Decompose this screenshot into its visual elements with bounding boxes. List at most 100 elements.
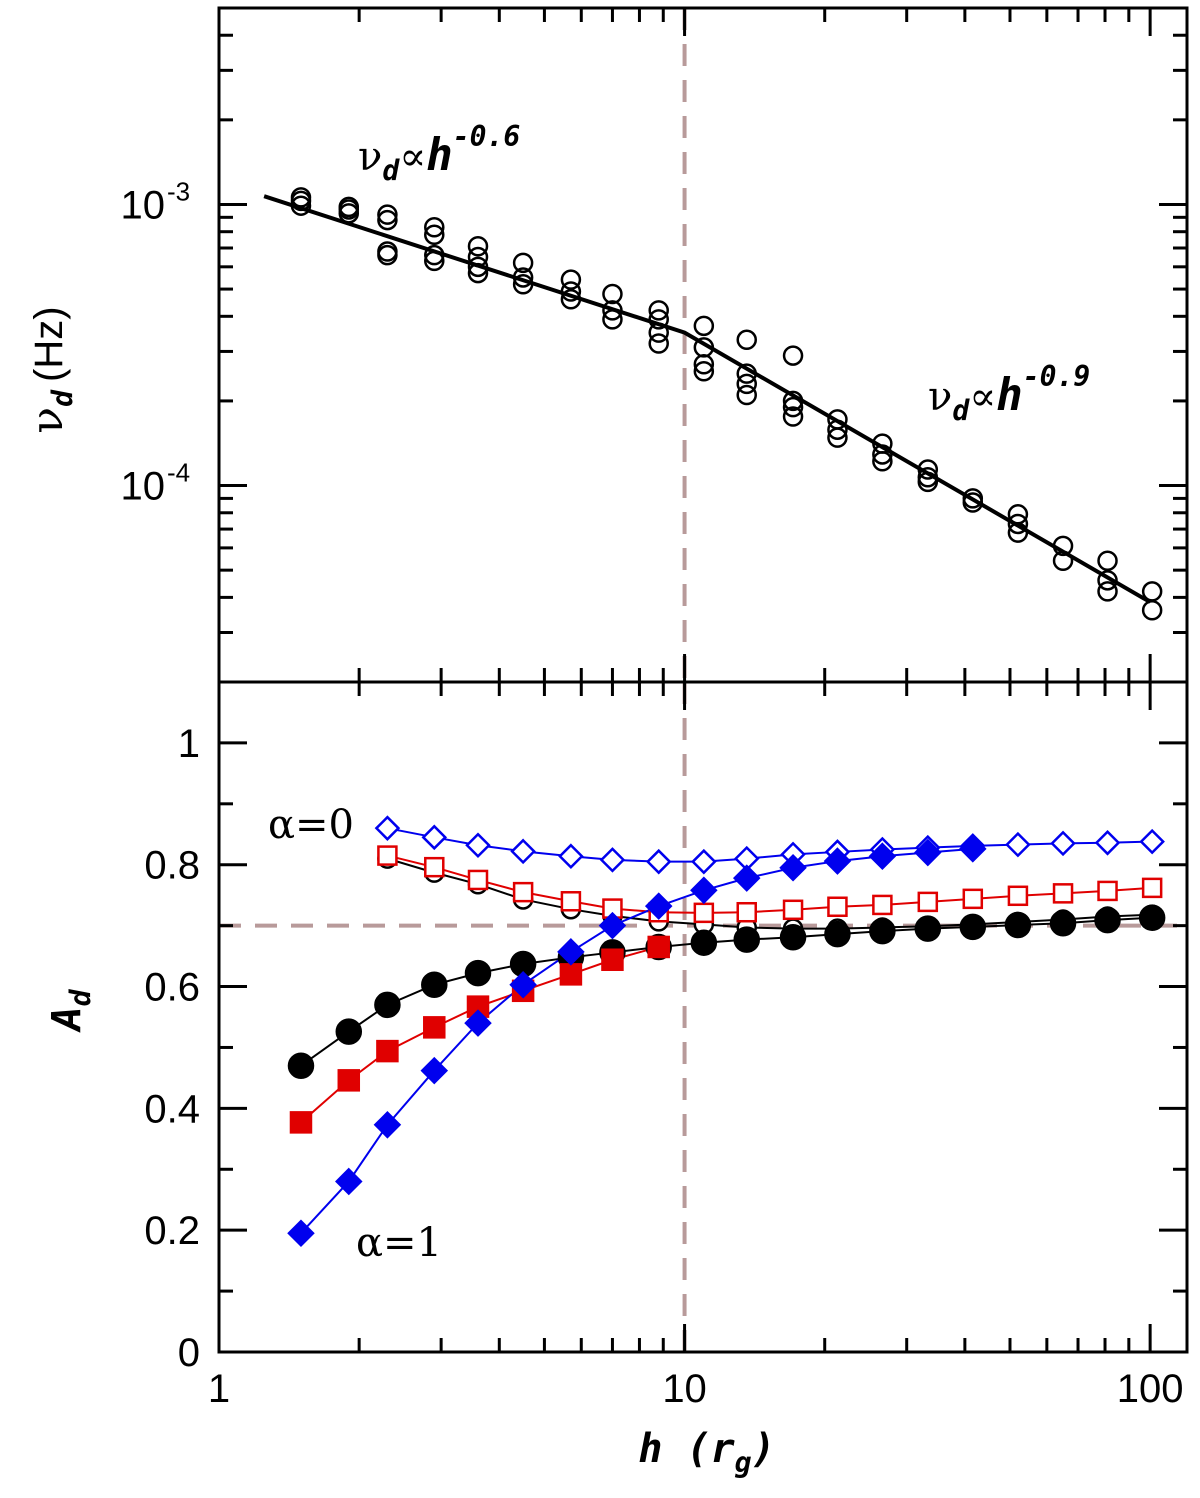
top-y-label-symbol: ν: [22, 407, 73, 434]
series-square-marker: [601, 948, 624, 971]
break-frequency-point: [467, 246, 489, 268]
bottom-y-tick-label: 0: [178, 1331, 200, 1375]
series-square-marker: [560, 891, 582, 912]
slope-low-h: h: [426, 130, 453, 181]
break-frequency-point: [648, 333, 669, 354]
series-diamond-marker: [1094, 830, 1121, 856]
series-square-marker: [467, 869, 489, 891]
slope-high-nu: ν: [928, 374, 952, 420]
x-label-close-paren: ): [752, 1426, 776, 1472]
x-tick-label: 1: [208, 1367, 230, 1411]
series-square-marker: [782, 899, 804, 921]
slope-annotation-high: νd∝h-0.9: [928, 360, 1090, 427]
series-square-marker: [1141, 877, 1163, 899]
alpha0-label: α=0: [268, 802, 354, 848]
break-frequency-point: [467, 236, 489, 257]
series-diamond-marker: [868, 842, 897, 870]
series-circle-marker: [421, 971, 448, 998]
series-circle-marker: [869, 917, 896, 945]
bottom-y-axis-label: Ad: [44, 988, 97, 1033]
series-square-marker: [1007, 885, 1029, 907]
series-diamond-marker: [374, 815, 401, 841]
series-diamond-marker: [421, 824, 448, 851]
series-diamond-marker: [373, 1111, 402, 1139]
break-frequency-point: [467, 256, 489, 278]
break-frequency-point: [602, 300, 623, 321]
slope-low-sub: d: [382, 154, 400, 187]
slope-high-h: h: [996, 370, 1023, 421]
series-circle-marker: [1049, 909, 1077, 937]
series-square-marker: [962, 888, 984, 910]
series-square-marker: [377, 845, 398, 866]
break-frequency-point: [560, 269, 582, 290]
break-frequency-point: [827, 419, 848, 440]
bottom-y-tick-label: 0.8: [144, 844, 200, 888]
series-square-marker: [337, 1069, 361, 1092]
x-tick-label: 100: [1117, 1367, 1184, 1411]
x-label-r: r: [711, 1426, 735, 1472]
series-square-marker: [423, 1016, 446, 1039]
bottom-y-tick-label: 1: [178, 722, 200, 766]
break-frequency-point: [872, 451, 893, 472]
series-diamond-marker: [335, 1167, 363, 1196]
break-frequency-point: [424, 216, 445, 238]
break-frequency-point: [1141, 599, 1163, 621]
top-y-tick-label: 10: [121, 183, 166, 227]
series-diamond-marker: [823, 847, 852, 875]
series-diamond-marker: [557, 938, 585, 966]
break-frequency-point: [736, 384, 757, 406]
series-circle-marker: [690, 929, 718, 956]
bottom-y-tick-label: 0.4: [144, 1087, 200, 1131]
x-axis-label: h (rg): [638, 1426, 775, 1479]
series-square-marker: [512, 881, 534, 903]
break-frequency-point: [827, 427, 848, 448]
break-frequency-point: [377, 244, 398, 266]
break-frequency-point: [1007, 522, 1029, 543]
break-frequency-point: [736, 363, 757, 384]
break-frequency-point: [1052, 550, 1074, 572]
series-diamond-marker: [691, 848, 717, 875]
series-square-marker: [1052, 883, 1074, 904]
series-square-marker: [736, 901, 757, 923]
break-frequency-point: [1097, 570, 1118, 591]
slope-high-exp: -0.9: [1023, 360, 1090, 393]
x-label-open-paren: (: [686, 1426, 710, 1472]
series-diamond-marker: [465, 832, 491, 859]
series-diamond-marker: [690, 876, 718, 905]
break-frequency-point: [872, 444, 893, 465]
series-circle-marker: [824, 920, 851, 948]
series-diamond-marker: [287, 1219, 315, 1247]
series-diamond-marker: [599, 847, 626, 873]
break-frequency-point: [648, 300, 669, 321]
break-frequency-point: [467, 262, 489, 284]
series-square-marker: [647, 935, 670, 959]
break-frequency-point: [1097, 550, 1118, 572]
break-frequency-point: [560, 281, 582, 302]
bottom-y-label-subscript: d: [64, 988, 97, 1006]
bottom-y-label-symbol: A: [44, 1006, 90, 1033]
break-frequency-point: [1141, 581, 1163, 602]
slope-high-prop: ∝: [969, 374, 996, 420]
top-y-label-unit: (Hz): [27, 306, 71, 382]
break-frequency-point: [424, 250, 445, 272]
series-diamond-marker: [464, 1009, 492, 1037]
break-frequency-point: [917, 459, 939, 480]
break-frequency-point: [377, 209, 398, 231]
break-frequency-point: [782, 406, 804, 427]
top-y-tick-exponent: -3: [167, 176, 190, 206]
series-circle-marker: [1004, 911, 1032, 939]
break-frequency-point: [648, 322, 669, 343]
series-square-marker: [376, 1039, 399, 1063]
series-diamond-marker: [420, 1056, 449, 1085]
series-diamond-marker: [644, 892, 673, 920]
break-frequency-point: [338, 203, 360, 224]
break-frequency-point: [1097, 581, 1118, 602]
break-frequency-point: [782, 396, 804, 418]
break-frequency-point: [693, 315, 715, 337]
series-circle-marker: [335, 1018, 363, 1045]
top-y-tick-label: 10: [121, 465, 166, 509]
break-frequency-point: [782, 390, 804, 412]
series-circle-marker: [1138, 904, 1166, 931]
series-square-marker: [289, 1111, 313, 1134]
